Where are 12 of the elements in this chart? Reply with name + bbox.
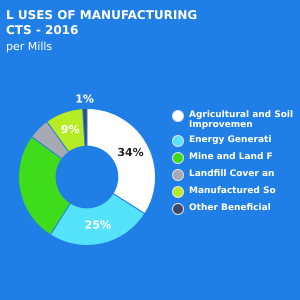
legend-label: Other Beneficial xyxy=(189,203,271,213)
chart-title: L USES OF MANUFACTURING CTS - 2016 xyxy=(6,8,198,38)
data-label: 1% xyxy=(75,92,94,106)
legend-label: Manufactured So xyxy=(189,186,276,196)
data-label: 9% xyxy=(60,123,80,136)
legend-label: Agricultural and Soil Improvemen xyxy=(189,110,294,130)
data-label: 34% xyxy=(117,146,144,159)
chart-subtitle: per Mills xyxy=(6,40,52,53)
legend-label: Energy Generati xyxy=(189,135,272,145)
legend-label: Mine and Land F xyxy=(189,152,273,162)
data-label: 25% xyxy=(84,218,112,232)
legend-label: Landfill Cover an xyxy=(189,169,274,179)
